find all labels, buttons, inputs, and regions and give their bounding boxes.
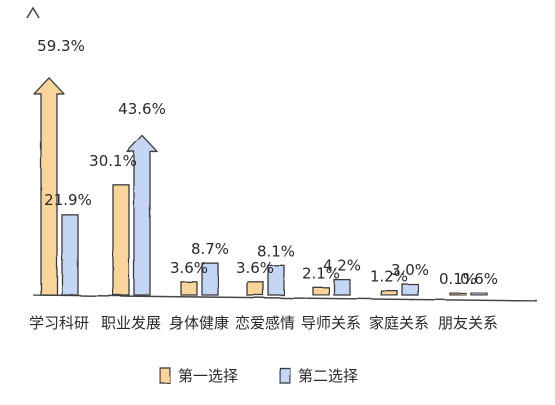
bars-group — [33, 77, 488, 296]
value-label-first-1: 30.1% — [89, 152, 137, 170]
category-label-2: 身体健康 — [169, 314, 229, 332]
category-labels-group: 学习科研 职业发展 身体健康 恋爱感情 导师关系 家庭关系 朋友关系 — [29, 314, 498, 332]
value-label-first-4: 2.1% — [302, 264, 340, 282]
category-label-4: 导师关系 — [301, 314, 361, 332]
axes — [26, 6, 538, 302]
legend-swatch-second — [279, 367, 291, 384]
bar-first-1 — [112, 184, 130, 296]
bar-arrow-first-0 — [33, 77, 65, 296]
bar-second-3 — [267, 264, 285, 296]
category-label-0: 学习科研 — [29, 314, 89, 332]
bar-second-0 — [61, 214, 79, 296]
value-label-second-1: 43.6% — [118, 100, 166, 118]
value-label-first-6: 0.1% — [439, 270, 477, 288]
value-label-second-6: 0.6% — [460, 270, 498, 288]
value-label-first-2: 3.6% — [170, 259, 208, 277]
category-label-3: 恋爱感情 — [235, 314, 295, 332]
bar-first-3 — [246, 281, 264, 296]
value-label-second-2: 8.7% — [191, 240, 229, 258]
value-label-second-5: 3.0% — [391, 261, 429, 279]
category-label-1: 职业发展 — [101, 314, 161, 332]
bar-second-5 — [401, 283, 419, 296]
bar-arrow-second-1 — [126, 134, 158, 296]
bar-second-4 — [333, 278, 351, 296]
value-label-second-0: 21.9% — [44, 191, 92, 209]
category-label-6: 朋友关系 — [438, 314, 498, 332]
legend-swatch-first — [159, 367, 171, 384]
category-label-5: 家庭关系 — [369, 314, 429, 332]
bar-first-5 — [380, 289, 398, 296]
value-label-second-4: 4.2% — [323, 257, 361, 275]
bar-first-6 — [449, 292, 467, 296]
value-label-first-5: 1.2% — [370, 268, 408, 286]
y-axis-arrow — [26, 6, 40, 19]
value-label-first-0: 59.3% — [37, 37, 85, 55]
x-axis-line — [32, 294, 538, 302]
bar-first-4 — [312, 286, 330, 296]
value-labels-group: 59.3%21.9%30.1%43.6%3.6%8.7%3.6%8.1%2.1%… — [37, 37, 498, 288]
value-label-second-3: 8.1% — [257, 242, 295, 260]
value-label-first-3: 3.6% — [236, 259, 274, 277]
bar-first-2 — [180, 281, 198, 296]
bar-second-2 — [201, 262, 219, 296]
legend-label-second: 第二选择 — [298, 367, 358, 385]
legend: 第一选择 第二选择 — [159, 367, 358, 385]
bar-second-6 — [470, 292, 488, 296]
legend-label-first: 第一选择 — [178, 367, 238, 385]
